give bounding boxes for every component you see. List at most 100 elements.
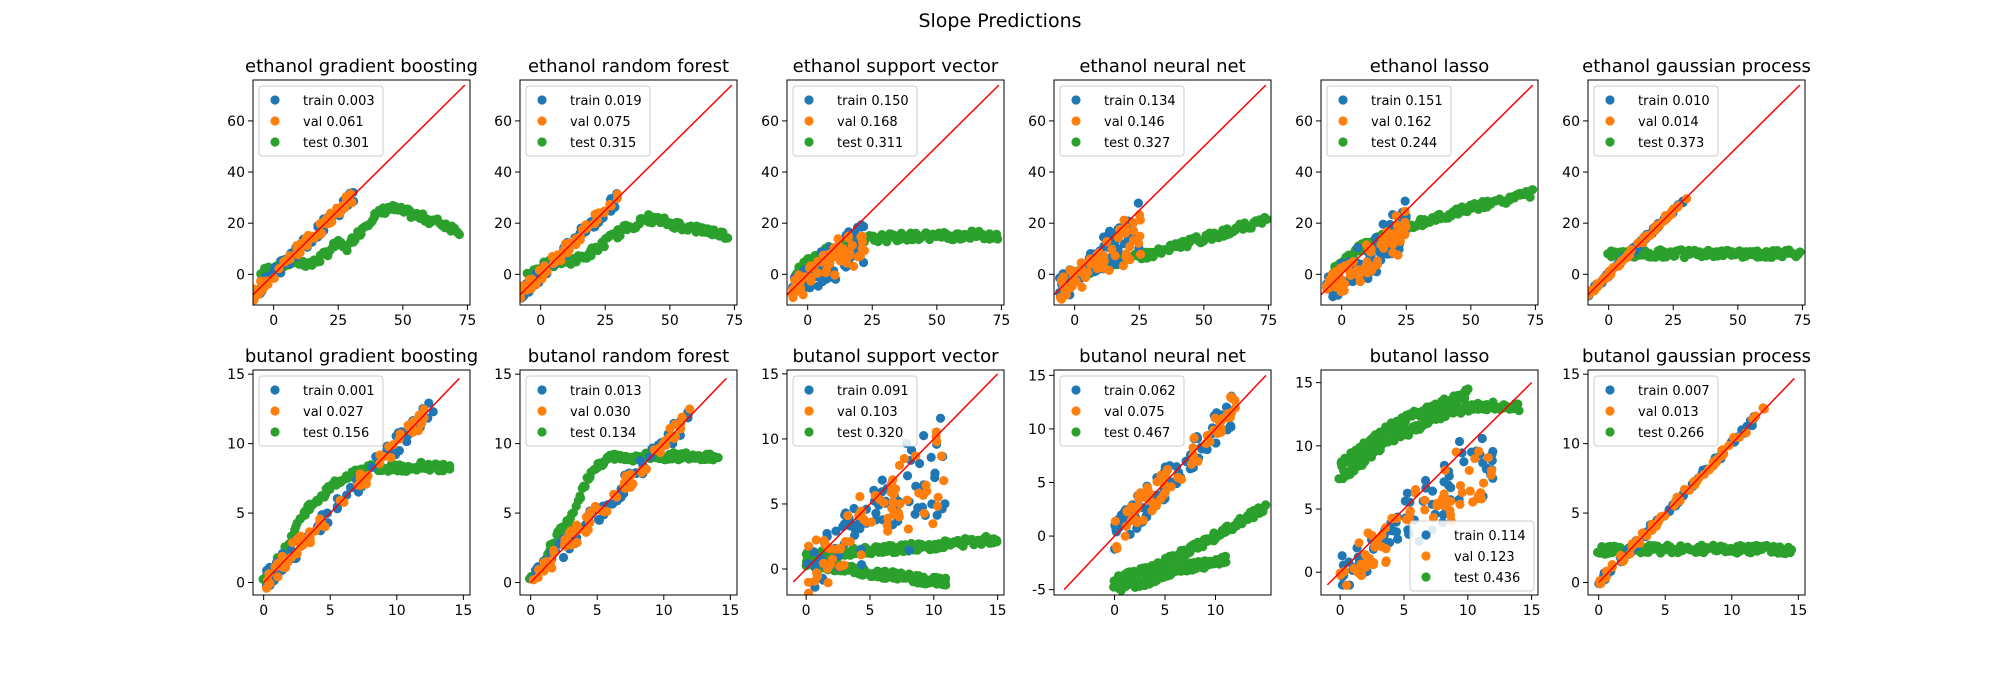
y-tick-label: 40 <box>1295 165 1313 181</box>
y-tick-label: 10 <box>494 437 512 453</box>
legend-label-train: train 0.001 <box>303 384 375 399</box>
x-tick-label: 25 <box>596 313 614 329</box>
axes-frame <box>1587 79 1806 306</box>
subplot: 0 25 50 75 0 20 40 60 ethanol gaussian process tr… <box>1562 56 1811 329</box>
legend-marker-val <box>1071 406 1081 416</box>
plot-area <box>1054 84 1271 304</box>
subplot: 0 25 50 75 0 20 40 60 ethanol neural net train 0.… <box>1028 56 1277 329</box>
x-tick-label: 75 <box>1794 313 1812 329</box>
legend-frame <box>792 85 918 157</box>
legend: train 0.062 val 0.075 test 0.467 <box>1059 375 1185 447</box>
val-point <box>1420 495 1430 505</box>
train-point <box>856 560 867 570</box>
test-point <box>993 234 1003 244</box>
train-point <box>367 462 378 473</box>
x-tick-label: 0 <box>269 313 278 329</box>
val-point <box>1734 432 1744 443</box>
legend-label-train: train 0.134 <box>1104 94 1176 109</box>
plot-area <box>258 377 460 593</box>
train-point <box>930 468 940 478</box>
val-point <box>1601 566 1612 576</box>
train-point <box>558 552 569 563</box>
val-point <box>677 412 687 422</box>
val-point <box>538 271 548 281</box>
val-point <box>823 543 833 553</box>
subplot: 0 5 10 15 0 5 10 15 butanol support vector train … <box>761 346 1006 619</box>
val-point <box>895 499 905 509</box>
y-tick-label: 60 <box>1295 114 1313 130</box>
y-tick-label: 0 <box>1037 529 1046 545</box>
val-point <box>1077 282 1087 292</box>
identity-line <box>263 377 460 584</box>
val-point <box>1376 542 1387 552</box>
val-point <box>803 588 814 595</box>
test-point <box>1786 545 1797 555</box>
val-point <box>1432 498 1442 508</box>
x-tick-label: 25 <box>329 313 347 329</box>
legend-marker-test <box>537 137 547 147</box>
val-point <box>676 424 686 434</box>
val-point <box>1201 438 1211 449</box>
x-tick-label: 75 <box>459 313 477 329</box>
val-point <box>931 427 941 437</box>
legend-label-train: train 0.013 <box>570 384 642 399</box>
val-point <box>623 473 633 484</box>
val-point <box>821 268 831 278</box>
y-tick-label: 10 <box>1295 439 1313 455</box>
test-point <box>1525 192 1535 202</box>
val-point <box>1056 275 1066 285</box>
val-point <box>842 258 852 268</box>
legend-label-train: train 0.003 <box>303 94 375 109</box>
test-point <box>713 453 723 463</box>
legend-label-test: test 0.244 <box>1371 136 1437 151</box>
val-point <box>1446 496 1456 506</box>
legend: train 0.150 val 0.168 test 0.311 <box>792 85 918 157</box>
val-point <box>1353 568 1363 578</box>
val-point <box>1483 453 1493 463</box>
train-point <box>1378 219 1388 229</box>
legend-label-test: test 0.266 <box>1638 426 1704 441</box>
legend-marker-train <box>537 95 547 105</box>
y-tick-label: 0 <box>770 267 779 283</box>
val-point <box>414 410 424 420</box>
val-point <box>1679 484 1690 494</box>
val-point <box>1107 244 1117 255</box>
x-tick-label: 0 <box>1110 603 1119 619</box>
legend-frame <box>258 375 384 447</box>
y-tick-label: 0 <box>1304 267 1313 283</box>
y-tick-label: 60 <box>494 114 512 130</box>
train-point <box>594 515 604 525</box>
val-point <box>899 453 909 464</box>
val-point <box>843 231 853 241</box>
val-point <box>384 441 394 452</box>
val-point <box>1166 482 1176 492</box>
val-point <box>1428 512 1439 523</box>
axes-frame <box>1320 369 1539 596</box>
train-point <box>850 520 860 530</box>
val-point <box>575 235 585 245</box>
subplot: 0 5 10 15 0 5 10 15 butanol random forest train 0… <box>494 346 739 619</box>
val-point <box>1128 226 1139 236</box>
val-point <box>573 525 583 535</box>
val-point <box>1135 231 1145 241</box>
val-point <box>262 575 273 586</box>
x-tick-label: 15 <box>1789 603 1807 619</box>
subplot: 0 25 50 75 0 20 40 60 ethanol support vector trai… <box>761 56 1010 329</box>
legend-frame <box>1059 85 1185 157</box>
y-tick-label: 20 <box>1028 216 1046 232</box>
subplot-title: butanol gaussian process <box>1582 346 1811 367</box>
val-point <box>1395 236 1405 246</box>
legend: train 0.134 val 0.146 test 0.327 <box>1059 85 1185 157</box>
train-point <box>822 528 832 539</box>
y-tick-label: 20 <box>1295 216 1313 232</box>
train-point <box>1459 457 1469 467</box>
val-point <box>830 270 840 280</box>
val-point <box>322 219 332 229</box>
train-point <box>1385 219 1395 230</box>
val-point <box>1189 433 1199 443</box>
legend-label-test: test 0.311 <box>837 136 903 151</box>
test-point <box>1262 214 1271 225</box>
val-point <box>1465 486 1475 496</box>
x-tick-label: 75 <box>726 313 744 329</box>
y-tick-label: 40 <box>1028 165 1046 181</box>
